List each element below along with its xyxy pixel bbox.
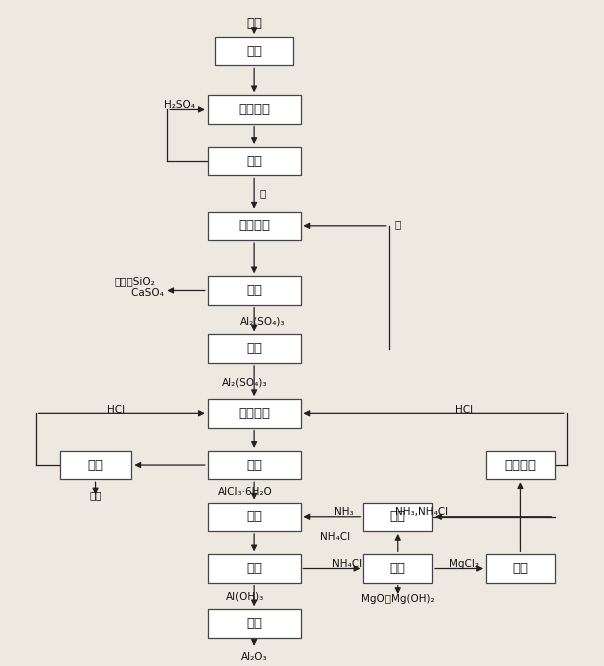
Text: MgO，Mg(OH)₂: MgO，Mg(OH)₂ xyxy=(361,594,434,604)
FancyBboxPatch shape xyxy=(208,212,301,240)
FancyBboxPatch shape xyxy=(215,37,293,65)
Text: HCl: HCl xyxy=(455,405,473,415)
Text: NH₃,NH₄Cl: NH₃,NH₄Cl xyxy=(395,507,448,517)
FancyBboxPatch shape xyxy=(208,451,301,480)
FancyBboxPatch shape xyxy=(208,147,301,175)
Text: Al(OH)₃: Al(OH)₃ xyxy=(226,592,265,602)
Text: 水解: 水解 xyxy=(512,562,528,575)
Text: NH₄Cl: NH₄Cl xyxy=(320,532,350,543)
Text: 过滤: 过滤 xyxy=(246,284,262,297)
Text: 过滤: 过滤 xyxy=(246,155,262,168)
Text: 干燥: 干燥 xyxy=(88,459,103,472)
Text: 结晶: 结晶 xyxy=(246,342,262,355)
Text: 冷凝: 冷凝 xyxy=(390,510,406,523)
FancyBboxPatch shape xyxy=(486,554,555,583)
FancyBboxPatch shape xyxy=(208,399,301,428)
Text: NH₄Cl: NH₄Cl xyxy=(332,559,362,569)
Text: Al₂(SO₄)₃: Al₂(SO₄)₃ xyxy=(240,316,286,326)
Text: 滤渣：SiO₂
        CaSO₄: 滤渣：SiO₂ CaSO₄ xyxy=(105,276,164,298)
FancyBboxPatch shape xyxy=(208,276,301,305)
Text: 原料: 原料 xyxy=(246,17,262,30)
Text: 盐酸脱水: 盐酸脱水 xyxy=(504,459,536,472)
Text: AlCl₃·6H₂O: AlCl₃·6H₂O xyxy=(218,487,272,497)
FancyBboxPatch shape xyxy=(208,334,301,363)
Text: 煅烧: 煅烧 xyxy=(246,617,262,630)
Text: 渣: 渣 xyxy=(260,188,266,198)
FancyBboxPatch shape xyxy=(208,554,301,583)
Text: Al₂(SO₄)₃: Al₂(SO₄)₃ xyxy=(222,378,268,388)
Text: 水: 水 xyxy=(394,219,401,229)
FancyBboxPatch shape xyxy=(486,451,555,480)
Text: 热水溶出: 热水溶出 xyxy=(238,219,270,232)
Text: NH₃: NH₃ xyxy=(334,507,354,517)
Text: 蒸氨: 蒸氨 xyxy=(390,562,406,575)
Text: 研磨: 研磨 xyxy=(246,45,262,58)
Text: 过滤: 过滤 xyxy=(246,459,262,472)
FancyBboxPatch shape xyxy=(364,503,432,531)
Text: HCl: HCl xyxy=(108,405,126,415)
Text: 盐酸溶解: 盐酸溶解 xyxy=(238,407,270,420)
FancyBboxPatch shape xyxy=(208,609,301,637)
Text: Al₂O₃: Al₂O₃ xyxy=(241,652,268,662)
Text: 杂质: 杂质 xyxy=(89,490,102,500)
Text: 过滤: 过滤 xyxy=(246,562,262,575)
Text: 混合: 混合 xyxy=(246,510,262,523)
FancyBboxPatch shape xyxy=(60,451,132,480)
Text: 硫酸浸出: 硫酸浸出 xyxy=(238,103,270,116)
Text: H₂SO₄: H₂SO₄ xyxy=(164,100,195,110)
FancyBboxPatch shape xyxy=(208,503,301,531)
FancyBboxPatch shape xyxy=(364,554,432,583)
Text: MgCl₂: MgCl₂ xyxy=(449,559,478,569)
FancyBboxPatch shape xyxy=(208,95,301,124)
